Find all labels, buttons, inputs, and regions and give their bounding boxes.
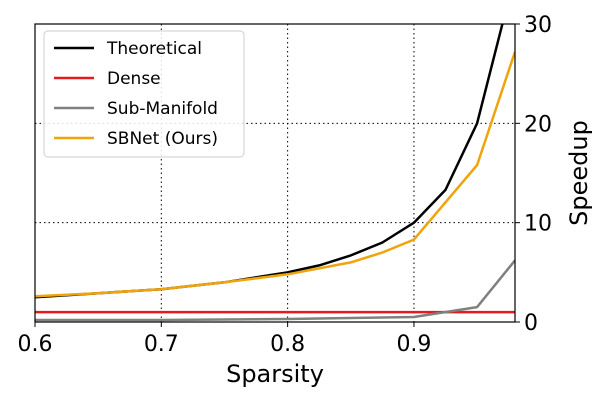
legend-label: SBNet (Ours): [107, 129, 218, 149]
x-tick-label: 0.6: [18, 332, 53, 357]
y-tick-label: 30: [524, 13, 552, 38]
y-axis-ticks: 0 10 20 30: [515, 13, 552, 336]
legend-label: Dense: [107, 69, 161, 89]
series-lines: [35, 24, 515, 322]
legend-label: Sub-Manifold: [107, 99, 218, 119]
x-tick-label: 0.9: [396, 332, 431, 357]
series-line-sbnet-ours: [35, 51, 515, 298]
y-tick-label: 0: [524, 311, 538, 336]
legend: Theoretical Dense Sub-Manifold SBNet (Ours): [43, 30, 245, 158]
legend-box: [43, 30, 245, 158]
y-tick-label: 10: [524, 212, 552, 237]
x-tick-label: 0.8: [270, 332, 305, 357]
y-tick-label: 20: [524, 112, 552, 137]
plot-frame: [34, 23, 516, 323]
y-axis-title: Speedup: [565, 120, 593, 226]
x-tick-label: 0.7: [144, 332, 179, 357]
x-axis-ticks: 0.6 0.7 0.8 0.9: [18, 322, 431, 357]
legend-label: Theoretical: [106, 39, 202, 59]
series-line-sub-manifold: [35, 259, 515, 322]
x-axis-title: Sparsity: [226, 360, 324, 388]
